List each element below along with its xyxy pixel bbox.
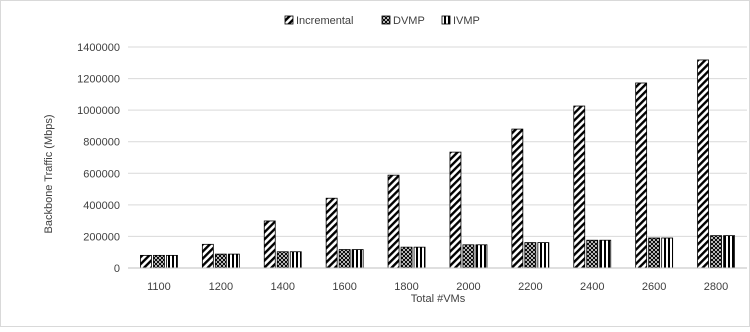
y-tick-label: 800000 (83, 137, 120, 149)
bar-incremental-2400 (573, 105, 586, 269)
y-tick-label: 0 (114, 263, 120, 275)
bar-dvmp-2000 (462, 244, 475, 269)
legend-swatch-incremental (284, 15, 294, 25)
y-tick-label: 1200000 (77, 74, 120, 86)
bar-incremental-1200 (201, 243, 214, 269)
bar-ivmp-2000 (475, 244, 488, 269)
legend: Incremental DVMP IVMP (284, 15, 480, 27)
y-axis-tick-labels: 0 200000 400000 600000 800000 1000000 1200000 1… (77, 42, 120, 275)
bar-ivmp-1200 (227, 253, 240, 269)
bar-incremental-2800 (697, 59, 709, 269)
bar-incremental-1100 (140, 254, 152, 269)
x-tick-label: 1200 (209, 281, 233, 293)
x-tick-label: 2800 (704, 281, 728, 293)
bar-dvmp-1400 (276, 251, 289, 269)
y-tick-label: 1400000 (77, 42, 120, 54)
y-tick-label: 200000 (83, 231, 120, 243)
bar-ivmp-2600 (661, 237, 674, 269)
bar-dvmp-1100 (153, 254, 165, 269)
legend-label-dvmp: DVMP (393, 15, 425, 27)
x-tick-label: 1600 (332, 281, 356, 293)
legend-swatch-dvmp (381, 15, 391, 25)
bar-incremental-1800 (387, 174, 400, 269)
legend-label-ivmp: IVMP (453, 15, 480, 27)
bar-incremental-2000 (449, 151, 462, 269)
x-tick-label: 2000 (456, 281, 480, 293)
y-tick-label: 1000000 (77, 105, 120, 117)
x-tick-label: 1100 (147, 281, 171, 293)
bar-ivmp-1400 (289, 251, 302, 269)
bar-dvmp-1600 (338, 249, 351, 269)
legend-label-incremental: Incremental (296, 15, 353, 27)
bar-ivmp-1800 (413, 246, 426, 269)
x-tick-label: 2400 (580, 281, 604, 293)
bar-dvmp-1200 (214, 253, 227, 269)
legend-swatch-ivmp (441, 15, 451, 25)
y-axis-label: Backbone Traffic (Mbps) (43, 114, 55, 233)
bar-ivmp-2800 (723, 235, 735, 269)
x-tick-label: 2200 (518, 281, 542, 293)
bar-dvmp-2400 (586, 239, 599, 269)
bar-dvmp-2200 (524, 242, 537, 269)
bar-dvmp-2600 (648, 237, 661, 269)
x-tick-label: 1400 (271, 281, 295, 293)
x-axis-tick-labels: 1100 1200 1400 1600 1800 2000 2200 2400 2600 2800 (147, 281, 728, 293)
x-tick-label: 1800 (394, 281, 418, 293)
bars (140, 59, 735, 269)
bar-incremental-2600 (635, 82, 648, 269)
y-tick-label: 600000 (83, 168, 120, 180)
x-tick-label: 2600 (642, 281, 666, 293)
bar-ivmp-1600 (351, 249, 364, 269)
y-tick-label: 400000 (83, 200, 120, 212)
bar-dvmp-2800 (710, 235, 722, 269)
bar-incremental-1400 (263, 220, 276, 269)
bar-ivmp-1100 (166, 254, 178, 269)
bar-dvmp-1800 (400, 246, 413, 269)
x-axis-label: Total #VMs (411, 293, 466, 305)
bar-ivmp-2200 (537, 242, 550, 269)
bar-incremental-2200 (511, 128, 524, 269)
bar-ivmp-2400 (599, 239, 612, 269)
bar-incremental-1600 (325, 197, 338, 269)
